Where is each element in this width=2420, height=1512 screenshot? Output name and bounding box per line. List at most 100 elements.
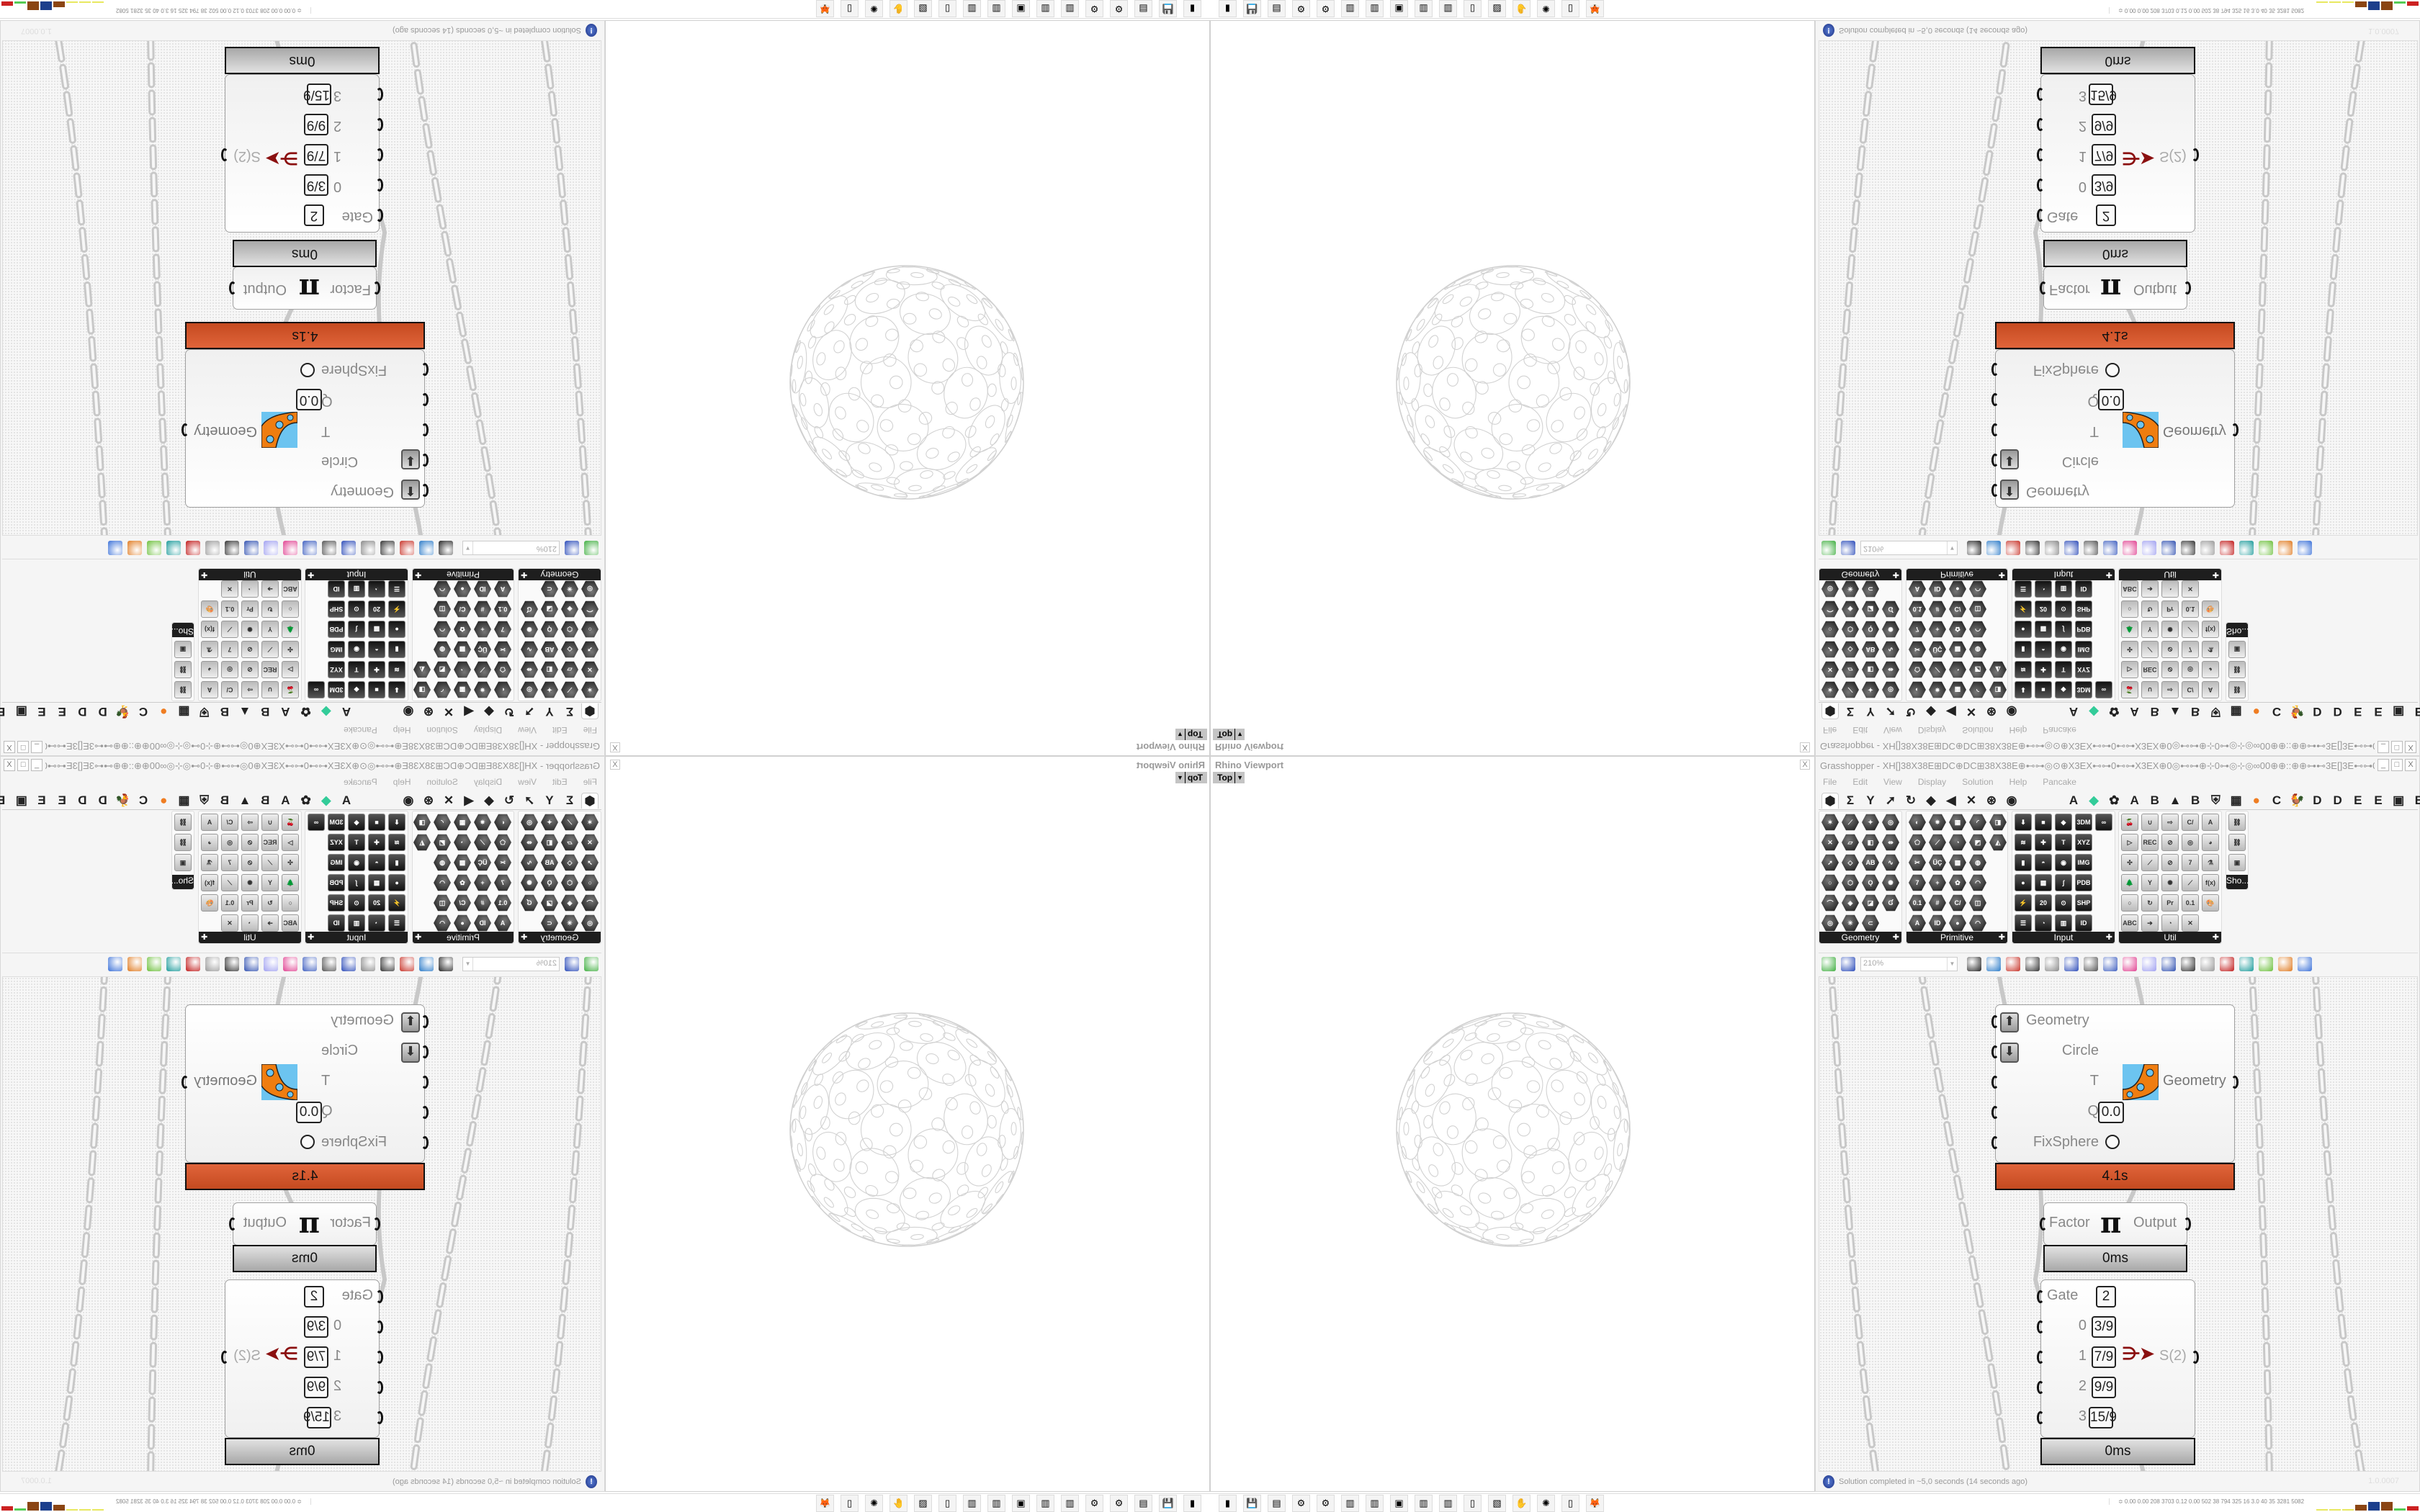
input-grip[interactable]	[1991, 393, 1999, 406]
tab-icon[interactable]: ✕	[1966, 705, 1977, 719]
output-grip[interactable]	[221, 148, 228, 161]
plugin-tab-icon[interactable]: A	[2130, 705, 2139, 719]
palette-component-icon[interactable]: 0.1	[1909, 600, 1926, 618]
palette-component-icon[interactable]: ✺	[521, 874, 538, 891]
plugin-tab-icon[interactable]: A	[281, 793, 290, 807]
arrow-up-icon[interactable]: ⬆	[401, 480, 420, 500]
zoom-extents-icon[interactable]	[1967, 541, 1981, 556]
palette-component-icon[interactable]: ◭	[1989, 661, 2007, 678]
palette-component-icon[interactable]: ⊙	[2055, 600, 2072, 618]
palette-component-icon[interactable]: ☰	[388, 914, 405, 932]
gate-value-box[interactable]: 7/9	[304, 1346, 328, 1368]
bake-icon[interactable]	[380, 541, 395, 556]
sphere-blue-icon[interactable]	[108, 541, 122, 556]
palette-component-icon[interactable]: Ɠ	[1882, 894, 1899, 912]
palette-component-icon[interactable]: ◓	[2035, 854, 2052, 871]
taskbar-app-icon[interactable]: ▣	[1390, 1495, 1408, 1512]
palette-component-icon[interactable]: Ǫ	[1862, 874, 1879, 891]
preview-icon[interactable]	[419, 956, 434, 971]
palette-component-icon[interactable]: ABC	[282, 580, 299, 598]
search-icon[interactable]	[2103, 956, 2118, 971]
palette-component-icon[interactable]: ✕	[581, 834, 599, 851]
palette-component-icon[interactable]: #	[1929, 894, 1946, 912]
taskbar-app-icon[interactable]: ▮	[1183, 1495, 1201, 1512]
palette-component-icon[interactable]: ID	[474, 914, 491, 932]
palette-component-icon[interactable]: AB	[541, 854, 558, 871]
taskbar-app-icon[interactable]: ▥	[963, 0, 981, 17]
menu-view[interactable]: View	[518, 777, 537, 787]
palette-group-label[interactable]: Primitive ✚	[413, 569, 514, 580]
sphere-blue-icon[interactable]	[2298, 956, 2312, 971]
plugin-tab-icon[interactable]: B	[261, 705, 270, 719]
palette-component-icon[interactable]: ✕	[2182, 914, 2199, 932]
palette-component-icon[interactable]: ∪	[261, 814, 279, 831]
palette-component-icon[interactable]: ⚗	[2202, 854, 2219, 871]
palette-component-icon[interactable]: ◎	[221, 661, 238, 678]
info-icon[interactable]	[2045, 541, 2059, 556]
plugin-tab-icon[interactable]: ▣	[15, 793, 27, 807]
input-grip[interactable]	[376, 1381, 383, 1394]
palette-component-icon[interactable]: Y	[261, 874, 279, 891]
palette-component-icon[interactable]: 🍒	[2121, 681, 2138, 698]
q-value-box[interactable]: 0.0	[2098, 1102, 2124, 1123]
gem-icon[interactable]	[2220, 541, 2234, 556]
palette-component-icon[interactable]: Pr	[241, 600, 259, 618]
expand-icon[interactable]: ✚	[521, 570, 528, 579]
palette-component-icon[interactable]: ◨	[413, 681, 431, 698]
palette-component-icon[interactable]: ▥	[2055, 580, 2072, 598]
taskbar-app-icon[interactable]: ▧	[914, 1495, 932, 1512]
circle-packing-component[interactable]: ⬆ ⬇ Geometry Circle T Q FixSphere 0.0 Ge…	[182, 1004, 429, 1163]
search-icon[interactable]	[2103, 541, 2118, 556]
palette-component-icon[interactable]: ◭	[413, 661, 431, 678]
palette-component-icon[interactable]: ⟋	[1842, 814, 1859, 831]
palette-component-icon[interactable]: ✺	[521, 621, 538, 638]
tab-icon[interactable]: ⬢	[1821, 703, 1839, 719]
plugin-tab-icon[interactable]: ✿	[300, 793, 311, 807]
palette-component-icon[interactable]: ◆	[348, 681, 365, 698]
palette-group-label[interactable]: Primitive ✚	[1906, 932, 2007, 943]
gha-icon[interactable]	[2064, 541, 2079, 556]
taskbar-app-icon[interactable]: ▯	[938, 0, 956, 17]
taskbar-app-icon[interactable]: ▯	[1561, 0, 1579, 17]
palette-component-icon[interactable]: ✦	[1862, 681, 1879, 698]
taskbar-app-icon[interactable]: ▥	[1366, 0, 1384, 17]
palette-component-icon[interactable]: ◠	[434, 621, 451, 638]
palette-component-icon[interactable]: A	[2202, 681, 2219, 698]
palette-component-icon[interactable]: ◩	[434, 834, 451, 851]
plugin-tab-icon[interactable]: E	[58, 705, 66, 719]
palette-component-icon[interactable]: ◎	[2182, 834, 2199, 851]
palette-component-icon[interactable]: 7	[221, 854, 238, 871]
gate-value-box[interactable]: 3/9	[304, 1316, 328, 1338]
palette-component-icon[interactable]: SHP	[328, 894, 345, 912]
palette-component-icon[interactable]: ▦	[1949, 814, 1966, 831]
palette-component-icon[interactable]: ✂	[1909, 854, 1926, 871]
tab-icon[interactable]: ➚	[524, 705, 535, 719]
tab-icon[interactable]: ⬢	[1821, 793, 1839, 809]
menu-solution[interactable]: Solution	[1962, 725, 1994, 735]
palette-component-icon[interactable]: f(x)	[2202, 621, 2219, 638]
minimize-button[interactable]: _	[31, 759, 42, 771]
bulb-icon[interactable]	[264, 956, 278, 971]
plugin-tab-icon[interactable]: ◆	[321, 705, 331, 719]
info-icon[interactable]: !	[586, 1475, 597, 1488]
close-button[interactable]: X	[4, 759, 15, 771]
input-grip[interactable]	[376, 209, 383, 222]
menu-file[interactable]: File	[1823, 725, 1837, 735]
taskbar-app-icon[interactable]: ▮	[1219, 1495, 1237, 1512]
palette-component-icon[interactable]: 3DM	[328, 681, 345, 698]
fixsphere-toggle[interactable]	[300, 1135, 315, 1149]
plugin-tab-icon[interactable]: D	[2333, 793, 2342, 807]
view-dropdown[interactable]: Top ▼	[1175, 772, 1207, 783]
plugin-tab-icon[interactable]: ⛨	[2211, 705, 2220, 719]
palette-component-icon[interactable]: 7	[1909, 874, 1926, 891]
palette-component-icon[interactable]: ⬡	[561, 621, 578, 638]
palette-component-icon[interactable]: ⟋	[1842, 681, 1859, 698]
palette-component-icon[interactable]: ✕	[581, 661, 599, 678]
plugin-tab-icon[interactable]: ●	[160, 705, 168, 719]
palette-component-icon[interactable]: ✷	[474, 681, 491, 698]
input-grip[interactable]	[373, 1218, 380, 1230]
palette-component-icon[interactable]: ⛓	[174, 834, 192, 851]
taskbar-app-icon[interactable]: ✋	[889, 1495, 908, 1512]
zoom-dropdown[interactable]: 210% ▼	[1860, 541, 1958, 556]
palette-component-icon[interactable]: ◫	[434, 894, 451, 912]
